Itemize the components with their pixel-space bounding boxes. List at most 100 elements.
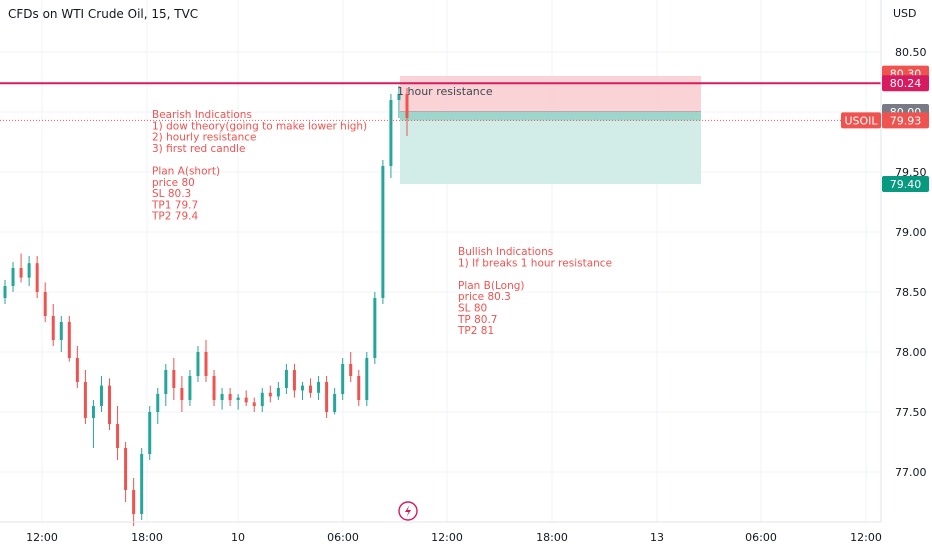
price-tick-label: 77.00 xyxy=(895,466,927,479)
candle[interactable] xyxy=(212,370,216,406)
annotation-line: SL 80.3 xyxy=(152,188,191,200)
candle[interactable] xyxy=(365,352,369,406)
position-zones xyxy=(400,76,701,184)
annotation-line xyxy=(152,154,155,166)
symbol-label: USOIL xyxy=(844,114,878,127)
time-tick-label: 12:00 xyxy=(431,531,463,544)
annotation-line: Plan B(Long) xyxy=(458,280,524,292)
candle[interactable] xyxy=(373,292,377,364)
candle[interactable] xyxy=(108,378,112,430)
candle[interactable] xyxy=(3,280,7,304)
candle[interactable] xyxy=(132,478,136,526)
grid xyxy=(0,0,881,522)
price-tick-label: 78.50 xyxy=(895,286,927,299)
stop-loss-zone[interactable] xyxy=(400,76,701,112)
annotation-line xyxy=(458,269,461,281)
annotation-line: Bullish Indications xyxy=(458,246,553,258)
candle[interactable] xyxy=(381,160,385,304)
annotation-line: 2) hourly resistance xyxy=(152,132,256,144)
time-tick-label: 12:00 xyxy=(850,531,882,544)
candle[interactable] xyxy=(67,316,71,362)
flash-icon[interactable] xyxy=(398,501,418,521)
price-badges: 80.30 80.24 80.00 USOIL 79.93 79.40 xyxy=(841,65,929,192)
time-tick-label: 18:00 xyxy=(536,531,568,544)
annotation-line: price 80.3 xyxy=(458,291,511,303)
candle[interactable] xyxy=(220,388,224,410)
candle[interactable] xyxy=(292,364,296,398)
time-tick-label: 12:00 xyxy=(26,531,58,544)
candle[interactable] xyxy=(75,346,79,388)
candle[interactable] xyxy=(244,390,248,406)
candle[interactable] xyxy=(357,370,361,406)
candles xyxy=(3,85,409,526)
candle[interactable] xyxy=(397,85,401,118)
candle[interactable] xyxy=(59,316,63,352)
candle[interactable] xyxy=(317,376,321,400)
annotation-line: 1) dow theory(going to make lower high) xyxy=(152,120,367,132)
candle[interactable] xyxy=(11,262,15,292)
resistance-annotation[interactable]: 1 hour resistance xyxy=(397,85,493,98)
price-tick-label: 79.50 xyxy=(895,166,927,179)
candle[interactable] xyxy=(268,385,272,403)
candle[interactable] xyxy=(236,394,240,410)
annotation-line: TP2 79.4 xyxy=(151,211,198,223)
candle[interactable] xyxy=(389,94,393,178)
candle[interactable] xyxy=(83,370,87,424)
candle[interactable] xyxy=(172,358,176,400)
candle[interactable] xyxy=(99,376,103,412)
price-tick-label: 79.00 xyxy=(895,226,927,239)
annotation-line: TP2 81 xyxy=(457,325,494,337)
candle[interactable] xyxy=(27,256,31,286)
annotation-line: TP1 79.7 xyxy=(151,199,198,211)
candle[interactable] xyxy=(43,282,47,322)
time-axis[interactable]: 12:00 18:00 10 06:00 12:00 18:00 13 06:00 12:00 xyxy=(26,531,882,544)
bearish-annotation[interactable]: Bearish Indications 1) dow theory(going t… xyxy=(151,109,367,223)
candle[interactable] xyxy=(164,364,168,406)
candle[interactable] xyxy=(116,406,120,460)
candle[interactable] xyxy=(196,346,200,382)
candle[interactable] xyxy=(333,388,337,415)
resistance-line-value: 80.24 xyxy=(890,77,922,90)
last-price-badge xyxy=(882,112,929,129)
candle[interactable] xyxy=(188,370,192,406)
candle[interactable] xyxy=(91,400,95,448)
candle[interactable] xyxy=(19,253,23,283)
annotation-line: Plan A(short) xyxy=(152,166,220,178)
target-price-value: 79.40 xyxy=(890,178,922,191)
annotation-line: TP 80.7 xyxy=(457,314,497,326)
annotation-line: price 80 xyxy=(152,177,195,189)
candle[interactable] xyxy=(252,397,256,412)
candle[interactable] xyxy=(405,88,409,136)
candle[interactable] xyxy=(148,406,152,460)
time-tick-label: 06:00 xyxy=(327,531,359,544)
price-tick-label: 78.00 xyxy=(895,346,927,359)
candle[interactable] xyxy=(228,388,232,406)
symbol-badge xyxy=(841,112,881,129)
bullish-annotation[interactable]: Bullish Indications 1) If breaks 1 hour r… xyxy=(457,246,612,337)
candle[interactable] xyxy=(140,448,144,520)
candle[interactable] xyxy=(35,256,39,298)
candle[interactable] xyxy=(349,352,353,382)
annotation-line: 3) first red candle xyxy=(152,143,245,155)
candle[interactable] xyxy=(156,388,160,424)
candle[interactable] xyxy=(204,340,208,382)
annotation-line: Bearish Indications xyxy=(152,109,252,121)
take-profit-zone[interactable] xyxy=(400,112,701,184)
candle[interactable] xyxy=(300,382,304,400)
candle[interactable] xyxy=(341,358,345,400)
annotation-line: 1) If breaks 1 hour resistance xyxy=(458,257,612,269)
time-tick-label: 18:00 xyxy=(131,531,163,544)
candle[interactable] xyxy=(276,382,280,400)
candle[interactable] xyxy=(51,304,55,346)
candle[interactable] xyxy=(309,378,313,398)
candle[interactable] xyxy=(284,364,288,394)
candle[interactable] xyxy=(325,376,329,418)
time-tick-label: 10 xyxy=(231,531,245,544)
price-axis[interactable]: 80.50 79.50 79.00 78.50 78.00 77.50 77.00 xyxy=(895,46,927,479)
chart-title: CFDs on WTI Crude Oil, 15, TVC xyxy=(8,7,198,21)
candle[interactable] xyxy=(124,442,128,502)
candle[interactable] xyxy=(260,388,264,412)
candle[interactable] xyxy=(180,376,184,412)
